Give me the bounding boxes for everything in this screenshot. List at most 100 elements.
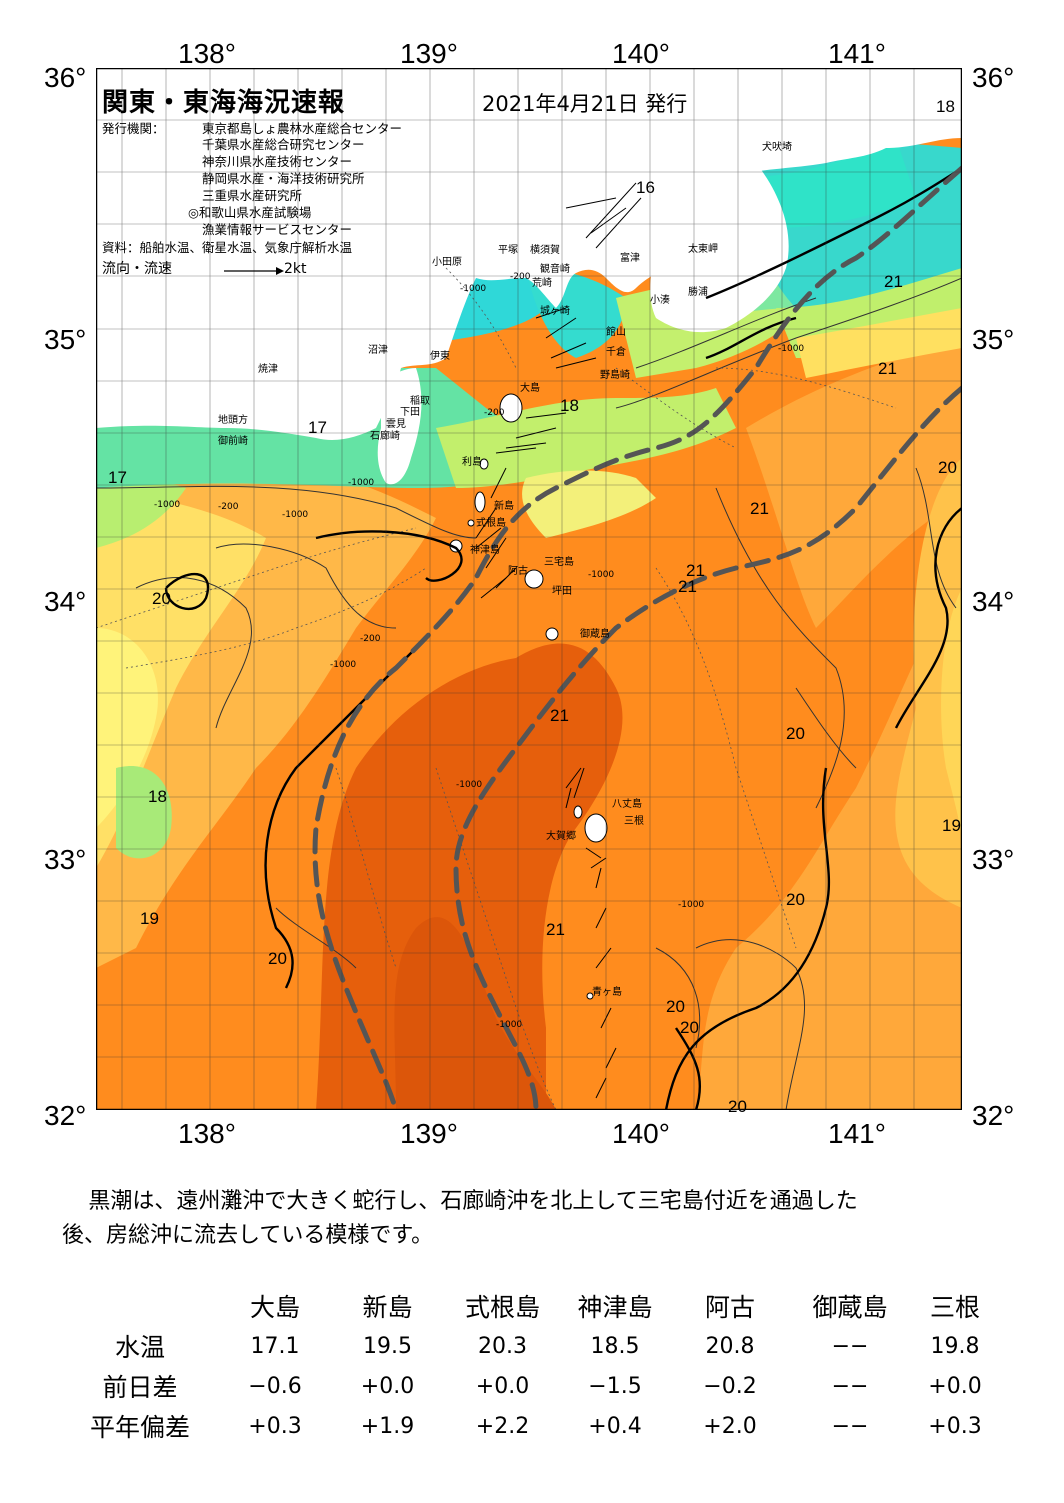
place-niijima: 新島 — [494, 501, 514, 512]
org-kanagawa: 神奈川県水産技術センター — [202, 154, 353, 169]
place-toshima: 利島 — [462, 457, 482, 468]
isotherm-label: 19 — [942, 816, 961, 835]
isotherm-label: 21 — [678, 577, 697, 596]
table-cell: +2.2 — [475, 1413, 530, 1439]
sst-band-19b-west — [96, 628, 158, 828]
table-cell: 19.5 — [363, 1333, 412, 1359]
isotherm-label: 20 — [728, 1097, 747, 1116]
org-tokyo: 東京都島しょ農林水産総合センター — [202, 121, 403, 136]
place-okago: 大賀郷 — [546, 831, 576, 842]
col-mikurajima: 御蔵島 — [812, 1293, 888, 1322]
place-mitsune: 三根 — [624, 816, 644, 827]
col-kozushima: 神津島 — [577, 1293, 653, 1322]
kuroshio-axis — [312, 165, 962, 1110]
table-cell: +0.0 — [928, 1373, 982, 1399]
island-mikurajima — [545, 627, 559, 641]
sst-band-23-kuroshio — [316, 643, 623, 1110]
lat-label-35-right: 35° — [972, 324, 1015, 355]
lon-label-141-bottom: 141° — [828, 1118, 886, 1149]
place-nojimazaki: 野島崎 — [600, 370, 630, 381]
isotherm-label: 20 — [786, 724, 805, 743]
place-katsuura: 勝浦 — [688, 287, 708, 298]
depth-label: -1000 — [778, 344, 805, 354]
lon-label-138-top: 138° — [178, 38, 236, 69]
depth-label: -200 — [360, 634, 381, 644]
place-omaezaki: 御前崎 — [218, 436, 248, 447]
land-honshu — [96, 68, 962, 440]
table-cell: +0.0 — [360, 1373, 415, 1399]
table-cell: −0.6 — [248, 1373, 302, 1399]
table-cell: +2.0 — [703, 1413, 757, 1439]
table-row: 水温 17.1 19.5 20.3 18.5 20.8 −− 19.8 — [60, 1326, 1000, 1366]
map-frame — [96, 68, 962, 1110]
table-cell: 19.8 — [930, 1333, 980, 1359]
org-mie: 三重県水産研究所 — [202, 188, 303, 203]
isotherm-label: 18 — [936, 97, 955, 116]
place-yokosuka: 横須賀 — [530, 245, 560, 256]
island-niijima — [474, 491, 486, 513]
depth-label: -1000 — [348, 478, 375, 488]
row-label-normal-anomaly: 平年偏差 — [89, 1413, 190, 1442]
place-ito: 伊東 — [430, 351, 450, 362]
place-inatori: 稲取 — [410, 396, 430, 407]
col-shikinejima: 式根島 — [464, 1293, 540, 1322]
sst-band-19-east — [895, 458, 962, 908]
table-cell: +1.9 — [360, 1413, 415, 1439]
place-inubosaki: 犬吠埼 — [762, 142, 792, 153]
island-oshima — [499, 393, 523, 423]
depth-label: -1000 — [460, 284, 487, 294]
isotherm-label: 19 — [140, 909, 159, 928]
island-shikinejima — [467, 519, 475, 527]
lon-label-138-bottom: 138° — [178, 1118, 236, 1149]
col-mitsune: 三根 — [929, 1293, 980, 1322]
depth-label: -1000 — [154, 500, 181, 510]
sst-band-19-east2 — [796, 308, 962, 378]
island-aogashima — [586, 992, 594, 1000]
place-jitogata: 地頭方 — [218, 415, 248, 426]
current-vectors — [475, 182, 642, 1099]
situation-summary: 黒潮は、遠州灘沖で大きく蛇行し、石廊崎沖を北上して三宅島付近を通過した 後、房総… — [62, 1185, 1022, 1253]
depth-label: -1000 — [678, 900, 705, 910]
place-kozushima: 神津島 — [470, 545, 500, 556]
org-chiba: 千葉県水産総合研究センター — [202, 137, 365, 152]
table-cell: −− — [831, 1333, 869, 1359]
isotherm-contours — [96, 277, 962, 1110]
lat-label-36-right: 36° — [972, 62, 1015, 93]
table-cell: −0.2 — [703, 1373, 757, 1399]
place-mikurajima: 御蔵島 — [580, 629, 610, 640]
col-ako: 阿古 — [704, 1293, 755, 1322]
table-header-row: 大島 新島 式根島 神津島 阿古 御蔵島 三根 — [60, 1286, 1000, 1326]
place-ako: 阿古 — [508, 566, 528, 577]
table-cell: +0.3 — [248, 1413, 302, 1439]
sst-band-19b-east — [941, 588, 962, 848]
island-hachijo-kojima — [573, 805, 583, 819]
depth-label: -200 — [484, 408, 505, 418]
depth-label: -1000 — [496, 1020, 523, 1030]
place-odawara: 小田原 — [432, 257, 462, 268]
org-shizuoka: 静岡県水産・海洋技術研究所 — [202, 171, 365, 186]
place-futtsu: 富津 — [620, 253, 640, 264]
table-row: 前日差 −0.6 +0.0 +0.0 −1.5 −0.2 −− +0.0 — [60, 1366, 1000, 1406]
org-wakayama: ◎和歌山県水産試験場 — [188, 205, 312, 220]
row-label-water-temp: 水温 — [114, 1333, 165, 1362]
data-source: 資料：船舶水温、衛星水温、気象庁解析水温 — [102, 240, 353, 255]
island-miyakejima — [524, 569, 544, 589]
lon-label-140-bottom: 140° — [612, 1118, 670, 1149]
sst-band-18b-west — [116, 766, 172, 859]
isotherm-label: 20 — [938, 458, 957, 477]
lon-label-140-top: 140° — [612, 38, 670, 69]
lat-label-33-right: 33° — [972, 844, 1015, 875]
place-aogashima: 青ヶ島 — [592, 987, 622, 998]
table-cell: +0.3 — [928, 1413, 982, 1439]
col-oshima: 大島 — [249, 1293, 300, 1322]
org-label: 発行機関： — [102, 121, 165, 136]
sst-band-23b-kuroshio — [394, 917, 556, 1110]
place-oshima: 大島 — [520, 383, 540, 394]
place-tsubota: 坪田 — [552, 586, 572, 597]
place-shikinejima: 式根島 — [476, 518, 506, 529]
isotherm-label: 20 — [786, 890, 805, 909]
place-arasaki: 荒崎 — [532, 278, 552, 289]
isotherm-label: 21 — [550, 706, 569, 725]
place-yaizu: 焼津 — [258, 364, 278, 375]
lat-label-33-left: 33° — [44, 844, 87, 875]
